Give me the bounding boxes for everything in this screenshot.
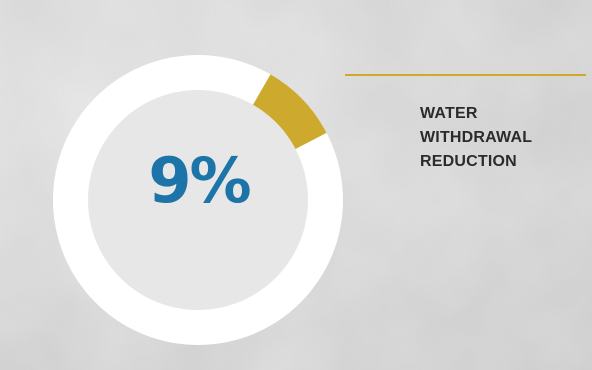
metric-label-line-2: WITHDRAWAL xyxy=(420,129,533,146)
metric-label-line-3: REDUCTION xyxy=(420,153,517,170)
leader-line xyxy=(345,74,586,76)
donut-slice-highlight xyxy=(253,74,327,150)
metric-label-line-1: WATER xyxy=(420,105,478,122)
metric-label: WATER WITHDRAWAL REDUCTION xyxy=(420,102,585,174)
donut-hole xyxy=(88,90,308,310)
percentage-value: 9% xyxy=(148,144,251,217)
